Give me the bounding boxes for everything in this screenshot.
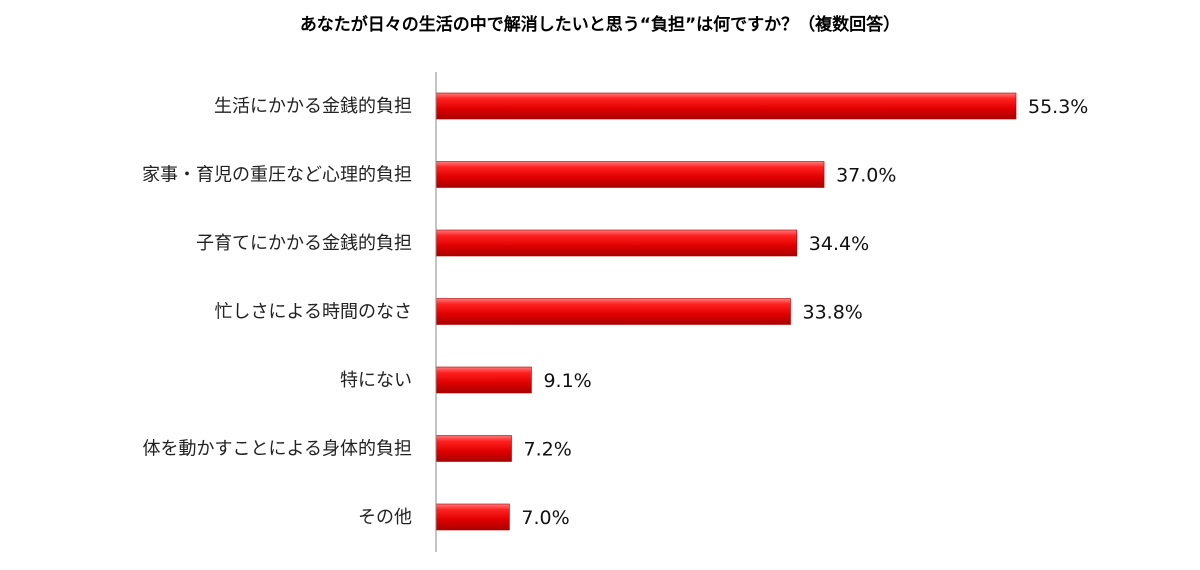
bar-3 bbox=[435, 229, 798, 257]
value-label: 9.1% bbox=[543, 370, 591, 392]
category-label: 特にない bbox=[340, 370, 412, 391]
bar-6 bbox=[435, 435, 512, 462]
chart-title: あなたが日々の生活の中で解消したいと思う“負担”は何ですか？（複数回答） bbox=[299, 15, 901, 35]
category-label: 子育てにかかる金銭的負担 bbox=[196, 233, 412, 254]
value-label: 33.8% bbox=[803, 302, 863, 324]
value-label: 7.0% bbox=[521, 507, 569, 529]
value-label: 7.2% bbox=[524, 439, 572, 461]
bar-2 bbox=[435, 161, 825, 188]
bar-7 bbox=[435, 503, 510, 531]
category-label: 生活にかかる金銭的負担 bbox=[214, 96, 412, 117]
value-label: 37.0% bbox=[836, 165, 896, 187]
category-label: 家事・育児の重圧など心理的負担 bbox=[142, 165, 412, 186]
category-label: 体を動かすことによる身体的負担 bbox=[143, 439, 412, 460]
bar-4 bbox=[435, 298, 791, 325]
bar-5 bbox=[435, 366, 532, 394]
value-label: 34.4% bbox=[809, 233, 869, 255]
category-label: その他 bbox=[358, 507, 412, 528]
category-label: 忙しさによる時間のなさ bbox=[215, 302, 412, 323]
bar-1 bbox=[435, 92, 1017, 120]
value-label: 55.3% bbox=[1028, 96, 1088, 118]
